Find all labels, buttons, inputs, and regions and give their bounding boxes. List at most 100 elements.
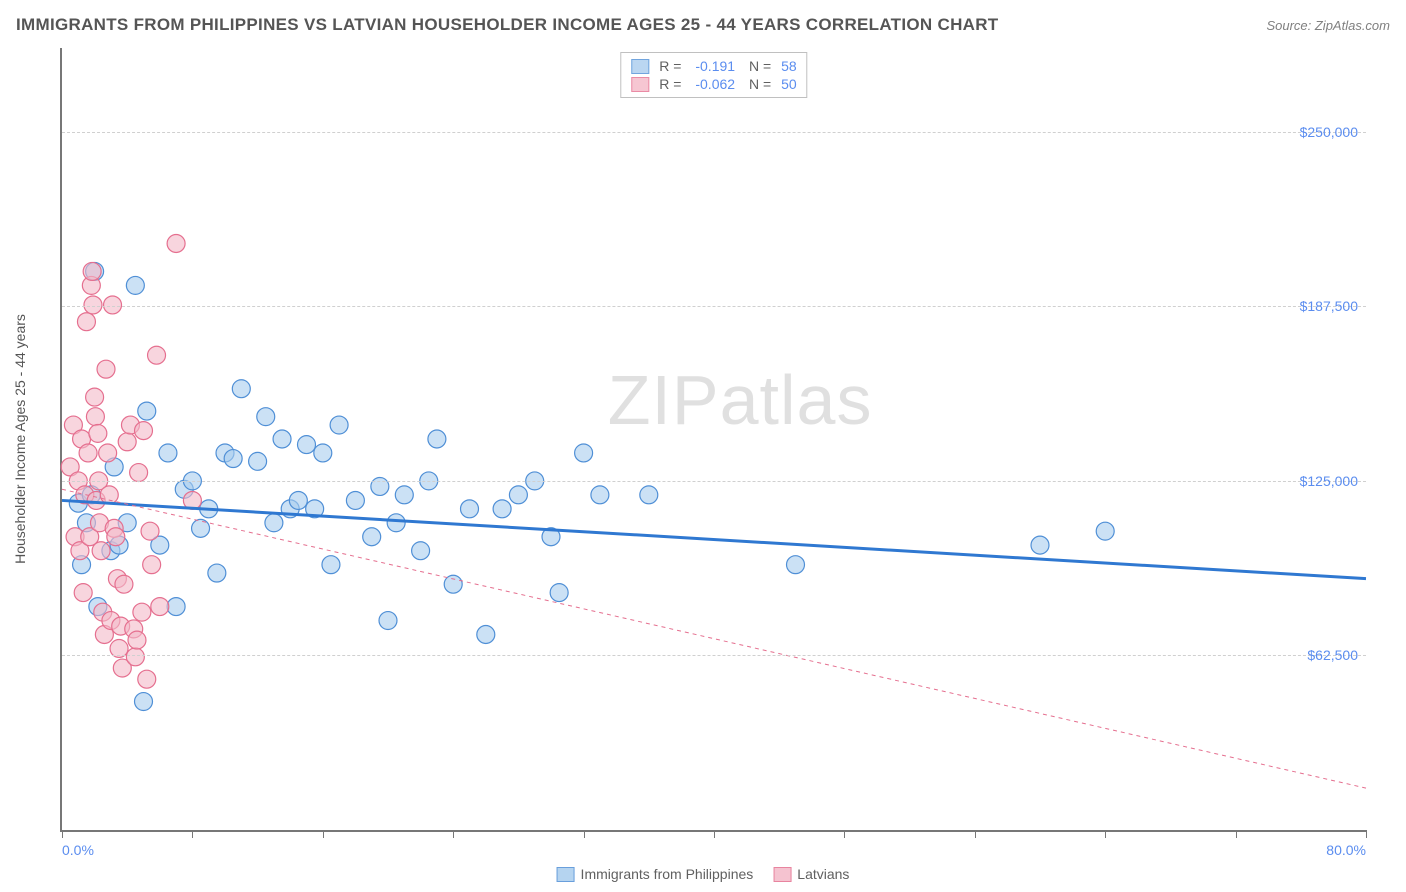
x-tick [1236,830,1237,838]
x-tick [714,830,715,838]
x-tick [192,830,193,838]
data-point [509,486,527,504]
x-tick [584,830,585,838]
y-tick-label: $250,000 [1300,124,1358,140]
x-tick [453,830,454,838]
data-point [575,444,593,462]
grid-line [62,306,1366,307]
data-point [395,486,413,504]
data-point [86,408,104,426]
x-tick [323,830,324,838]
data-point [118,433,136,451]
data-point [107,528,125,546]
x-tick [1105,830,1106,838]
data-point [92,542,110,560]
data-point [192,519,210,537]
data-point [148,346,166,364]
legend-series: Immigrants from Philippines Latvians [557,866,850,882]
trend-line [62,489,1366,788]
x-tick [1366,830,1367,838]
scatter-plot [62,48,1366,830]
data-point [322,556,340,574]
data-point [133,603,151,621]
x-axis-min-label: 0.0% [62,842,94,858]
legend-n-value: 58 [781,58,797,74]
legend-r-value: -0.062 [691,76,735,92]
data-point [135,422,153,440]
data-point [379,612,397,630]
data-point [249,452,267,470]
data-point [97,360,115,378]
chart-area: Householder Income Ages 25 - 44 years ZI… [60,48,1366,832]
legend-n-label: N = [745,58,771,74]
x-axis-max-label: 80.0% [1326,842,1366,858]
legend-stats: R = -0.191 N = 58 R = -0.062 N = 50 [620,52,807,98]
data-point [84,296,102,314]
data-point [1096,522,1114,540]
data-point [208,564,226,582]
data-point [314,444,332,462]
x-tick [62,830,63,838]
data-point [428,430,446,448]
data-point [493,500,511,518]
chart-title: IMMIGRANTS FROM PHILIPPINES VS LATVIAN H… [16,15,998,35]
legend-series-item: Latvians [773,866,849,882]
data-point [138,402,156,420]
data-point [159,444,177,462]
data-point [128,631,146,649]
data-point [591,486,609,504]
data-point [151,598,169,616]
header: IMMIGRANTS FROM PHILIPPINES VS LATVIAN H… [16,10,1390,40]
data-point [265,514,283,532]
legend-r-label: R = [659,58,681,74]
data-point [1031,536,1049,554]
source: Source: ZipAtlas.com [1266,18,1390,33]
legend-series-item: Immigrants from Philippines [557,866,754,882]
grid-line [62,655,1366,656]
legend-n-label: N = [745,76,771,92]
data-point [115,575,133,593]
data-point [89,424,107,442]
legend-r-label: R = [659,76,681,92]
x-tick [844,830,845,838]
data-point [273,430,291,448]
x-tick [975,830,976,838]
trend-line [62,500,1366,578]
legend-series-label: Immigrants from Philippines [581,866,754,882]
y-tick-label: $125,000 [1300,473,1358,489]
data-point [224,450,242,468]
data-point [141,522,159,540]
data-point [74,584,92,602]
y-tick-label: $62,500 [1307,647,1358,663]
data-point [167,235,185,253]
legend-swatch [631,77,649,92]
data-point [330,416,348,434]
data-point [79,444,97,462]
data-point [387,514,405,532]
data-point [99,444,117,462]
data-point [143,556,161,574]
data-point [787,556,805,574]
data-point [77,313,95,331]
data-point [167,598,185,616]
data-point [126,276,144,294]
data-point [461,500,479,518]
data-point [412,542,430,560]
data-point [298,436,316,454]
legend-series-label: Latvians [797,866,849,882]
data-point [550,584,568,602]
legend-stat-row: R = -0.191 N = 58 [631,57,796,75]
data-point [86,388,104,406]
legend-r-value: -0.191 [691,58,735,74]
data-point [640,486,658,504]
data-point [83,262,101,280]
legend-swatch [631,59,649,74]
y-axis-label: Householder Income Ages 25 - 44 years [12,314,28,564]
data-point [232,380,250,398]
data-point [289,491,307,509]
grid-line [62,132,1366,133]
legend-swatch [773,867,791,882]
data-point [135,693,153,711]
data-point [104,296,122,314]
legend-swatch [557,867,575,882]
